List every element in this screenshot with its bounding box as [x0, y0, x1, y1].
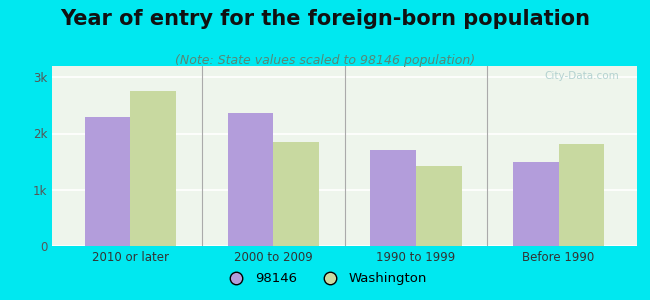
Bar: [416, 166, 462, 246]
Bar: [227, 113, 273, 246]
Text: City-Data.com: City-Data.com: [545, 71, 619, 81]
Bar: [370, 150, 416, 246]
Bar: [84, 117, 131, 246]
Legend: 98146, Washington: 98146, Washington: [218, 267, 432, 290]
Bar: [558, 144, 605, 246]
Bar: [131, 91, 176, 246]
Text: (Note: State values scaled to 98146 population): (Note: State values scaled to 98146 popu…: [175, 54, 475, 67]
Text: Year of entry for the foreign-born population: Year of entry for the foreign-born popul…: [60, 9, 590, 29]
Bar: [273, 142, 318, 246]
Bar: [513, 162, 558, 246]
